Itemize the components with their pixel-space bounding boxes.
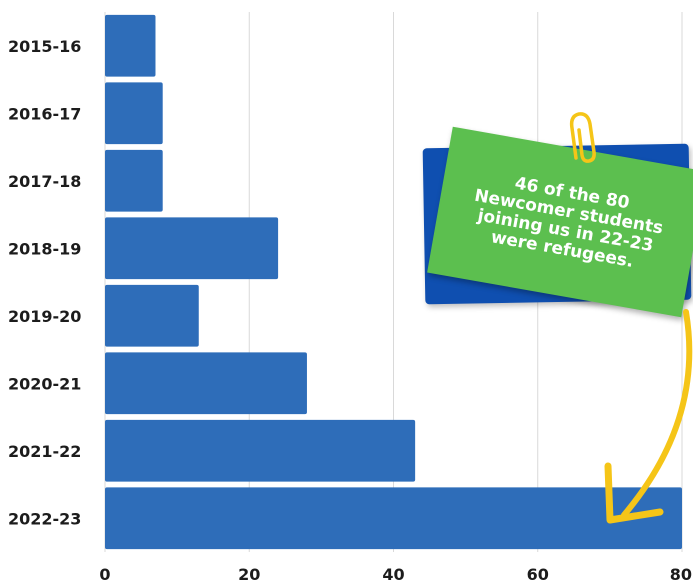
bar-2022-23 xyxy=(105,487,682,550)
bar-2018-19 xyxy=(105,217,279,280)
category-label: 2016-17 xyxy=(8,104,81,123)
x-tick-label: 0 xyxy=(99,565,110,584)
bar-2020-21 xyxy=(105,352,307,415)
category-label: 2019-20 xyxy=(8,307,81,326)
x-tick-label: 20 xyxy=(238,565,260,584)
x-tick-label: 80 xyxy=(670,565,692,584)
bar-2016-17 xyxy=(105,82,163,145)
bars xyxy=(105,14,682,550)
x-tick-label: 40 xyxy=(382,565,404,584)
category-label: 2017-18 xyxy=(8,172,81,191)
category-label: 2018-19 xyxy=(8,239,81,258)
category-label: 2020-21 xyxy=(8,374,81,393)
bar-2015-16 xyxy=(105,14,156,77)
category-label: 2021-22 xyxy=(8,442,81,461)
bar-2021-22 xyxy=(105,419,416,482)
x-tick-label: 60 xyxy=(527,565,549,584)
bar-2017-18 xyxy=(105,149,163,212)
category-label: 2015-16 xyxy=(8,37,81,56)
x-axis-ticks: 0 20 40 60 80 xyxy=(99,565,692,584)
category-label: 2022-23 xyxy=(8,509,81,528)
category-labels: 2015-16 2016-17 2017-18 2018-19 2019-20 2020-… xyxy=(8,37,81,529)
bar-2019-20 xyxy=(105,284,199,347)
